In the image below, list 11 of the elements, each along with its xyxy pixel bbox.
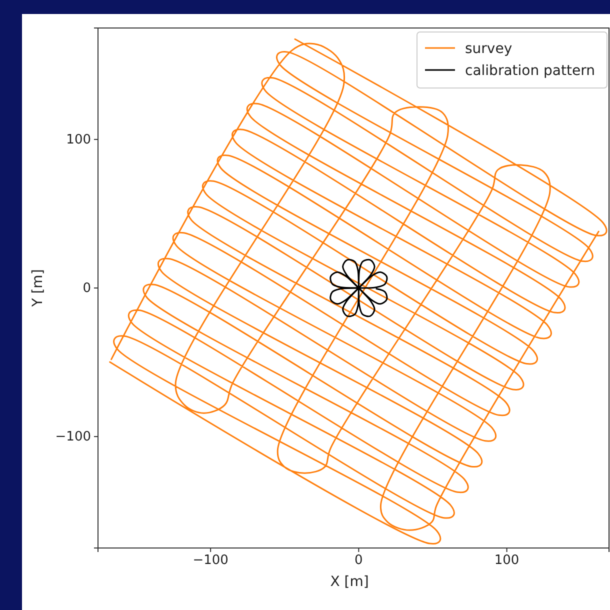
legend-label: survey — [465, 41, 512, 57]
line-series — [330, 259, 388, 318]
y-tick-label: 0 — [82, 281, 91, 296]
legend-label: calibration pattern — [465, 63, 595, 79]
x-tick-label: 100 — [494, 553, 520, 568]
y-axis-title: Y [m] — [30, 269, 46, 308]
x-axis-title: X [m] — [330, 574, 369, 590]
x-tick-label: −100 — [192, 553, 228, 568]
y-tick-label: 100 — [66, 132, 91, 148]
y-tick-label: −100 — [55, 430, 91, 445]
x-tick-label: 0 — [354, 553, 363, 568]
